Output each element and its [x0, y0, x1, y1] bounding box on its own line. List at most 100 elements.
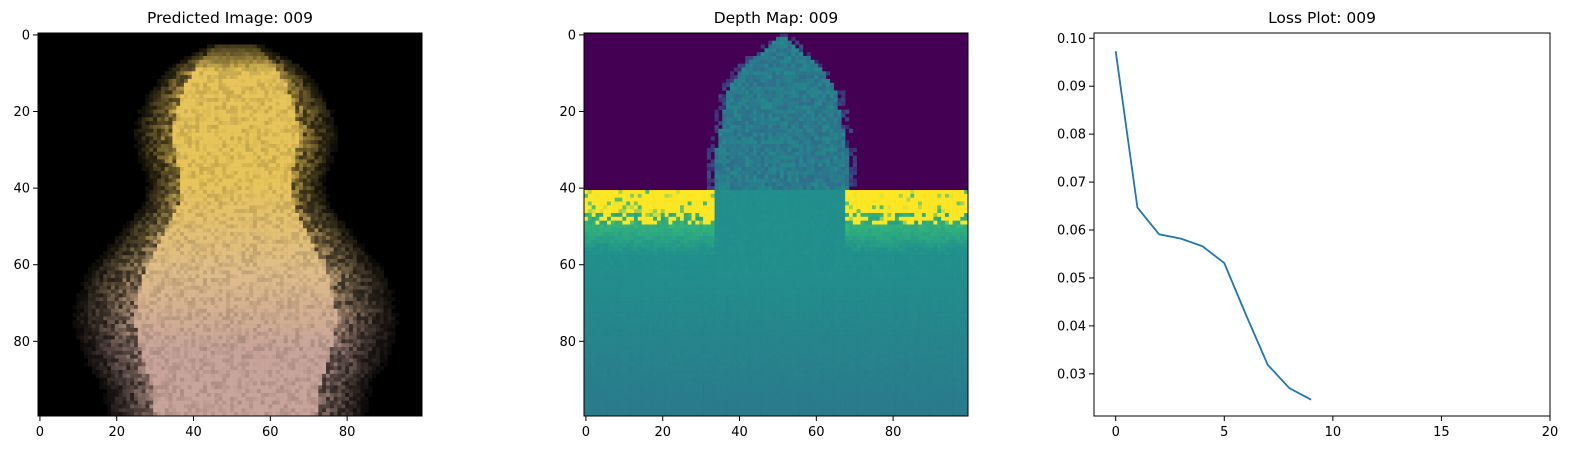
pixel [130, 220, 135, 225]
pixel [218, 278, 223, 283]
pixel [249, 201, 254, 206]
pixel [272, 155, 277, 160]
pixel [314, 193, 319, 198]
pixel [279, 247, 285, 252]
pixel [276, 320, 281, 325]
pixel [249, 312, 254, 317]
pixel [256, 121, 262, 126]
pixel [122, 278, 127, 283]
pixel [310, 201, 315, 206]
pixel [287, 243, 292, 248]
pixel [341, 228, 346, 233]
pixel [360, 354, 365, 359]
pixel [237, 186, 242, 191]
pixel [291, 205, 296, 210]
pixel [91, 285, 96, 290]
pixel [145, 335, 150, 340]
pixel [203, 247, 208, 252]
pixel [256, 147, 262, 153]
pixel [276, 63, 281, 68]
pixel [295, 362, 300, 367]
pixel [245, 255, 250, 260]
pixel [118, 301, 123, 306]
pixel [283, 235, 288, 241]
pixel [268, 63, 273, 68]
pixel [306, 128, 311, 133]
pixel [122, 289, 127, 294]
pixel [237, 163, 242, 168]
pixel [299, 316, 304, 321]
pixel [110, 312, 116, 317]
pixel [291, 278, 296, 283]
pixel [276, 316, 281, 321]
pixel [318, 278, 323, 283]
pixel [268, 324, 273, 329]
pixel [329, 117, 334, 122]
pixel [87, 324, 93, 329]
pixel [183, 140, 189, 145]
pixel [218, 228, 223, 233]
pixel [230, 190, 235, 195]
pixel [310, 132, 315, 137]
pixel [272, 174, 277, 179]
pixel [226, 301, 231, 306]
pixel [110, 289, 116, 294]
pixel [241, 324, 246, 329]
pixel [329, 121, 334, 126]
pixel [141, 128, 146, 133]
pixel [264, 304, 269, 310]
pixel [256, 354, 262, 359]
pixel [287, 239, 292, 244]
pixel [287, 117, 292, 122]
pixel [287, 324, 292, 329]
pixel [203, 121, 208, 126]
pixel [176, 354, 181, 359]
pixel [249, 105, 254, 110]
pixel [180, 78, 185, 84]
pixel [372, 316, 377, 321]
pixel [349, 293, 354, 298]
pixel [260, 304, 265, 310]
pixel [134, 285, 139, 290]
pixel [137, 144, 142, 149]
pixel [99, 366, 104, 371]
pixel [241, 316, 246, 321]
pixel [241, 90, 246, 95]
pixel [214, 109, 219, 114]
pixel [241, 55, 246, 61]
pixel [314, 170, 319, 176]
pixel [237, 301, 242, 306]
pixel [172, 308, 177, 313]
pixel [160, 220, 166, 225]
pixel [233, 293, 238, 298]
pixel [279, 98, 285, 103]
pixel [302, 347, 308, 352]
pixel [299, 220, 304, 225]
pixel [183, 285, 189, 290]
pixel [226, 117, 231, 122]
pixel [326, 128, 331, 133]
pixel [160, 98, 166, 103]
pixel [299, 251, 304, 256]
pixel [160, 128, 166, 133]
pixel [337, 281, 342, 287]
pixel [253, 266, 258, 271]
pixel [256, 44, 262, 49]
pixel [314, 324, 319, 329]
pixel [264, 94, 269, 99]
pixel [329, 350, 334, 356]
pixel [176, 266, 181, 271]
pixel [310, 186, 315, 191]
pixel [195, 285, 200, 290]
pixel [233, 216, 238, 221]
pixel [176, 312, 181, 317]
pixel [187, 94, 192, 99]
pixel [195, 124, 200, 130]
pixel [283, 347, 288, 352]
pixel [218, 347, 223, 352]
pixel [210, 155, 215, 160]
pixel [341, 358, 346, 363]
pixel [176, 159, 181, 164]
pixel [206, 289, 212, 294]
pixel [118, 320, 123, 325]
